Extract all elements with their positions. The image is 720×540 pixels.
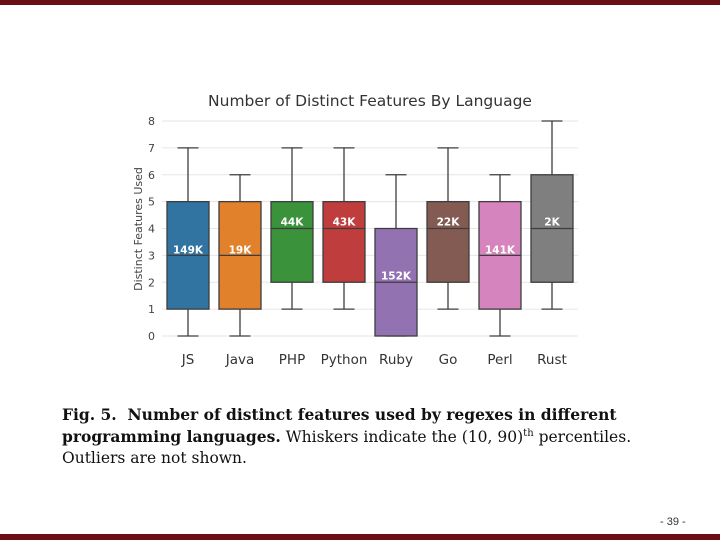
x-tick-label: Java	[225, 352, 255, 368]
count-label: 149K	[173, 244, 204, 256]
y-tick-label: 1	[148, 303, 155, 316]
count-label: 152K	[381, 270, 412, 282]
box-body	[426, 200, 470, 283]
box-php: 44K	[270, 147, 314, 310]
box-body	[270, 200, 314, 283]
caption-bold-text: Number of distinct features used by rege…	[62, 405, 617, 446]
x-tick-label: JS	[181, 352, 195, 368]
y-tick-label: 0	[148, 330, 155, 343]
y-tick-label: 6	[148, 169, 155, 182]
count-label: 43K	[333, 217, 357, 229]
count-label: 44K	[281, 217, 305, 229]
box-body	[322, 200, 366, 283]
y-tick-label: 7	[148, 142, 155, 155]
box-plot-chart: Number of Distinct Features By Language …	[132, 92, 578, 368]
count-label: 22K	[437, 217, 461, 229]
x-tick-label: Perl	[487, 352, 512, 368]
y-tick-label: 2	[148, 276, 155, 289]
bottom-accent-bar	[0, 534, 720, 540]
x-tick-label: Ruby	[379, 352, 413, 368]
box-perl: 141K	[478, 174, 522, 337]
top-accent-bar	[0, 0, 720, 5]
box-java: 19K	[218, 174, 262, 337]
x-tick-label: PHP	[279, 352, 305, 368]
box-js: 149K	[166, 147, 210, 337]
figure-caption: Fig. 5. Number of distinct features used…	[62, 404, 672, 469]
caption-text-before: Whiskers indicate the (10, 90)	[285, 428, 524, 446]
page-number: - 39 -	[660, 516, 686, 528]
x-tick-label: Rust	[537, 352, 567, 368]
box-ruby: 152K	[374, 174, 418, 337]
box-go: 22K	[426, 147, 470, 310]
count-label: 2K	[544, 217, 560, 229]
box-python: 43K	[322, 147, 366, 310]
x-tick-label: Python	[321, 352, 368, 368]
box-rust: 2K	[530, 120, 574, 310]
count-label: 141K	[485, 244, 516, 256]
count-label: 19K	[229, 244, 253, 256]
x-tick-label: Go	[439, 352, 458, 368]
y-tick-label: 8	[148, 115, 155, 128]
chart-title: Number of Distinct Features By Language	[208, 92, 532, 110]
y-tick-label: 5	[148, 196, 155, 209]
y-tick-label: 4	[148, 223, 155, 236]
caption-text-after: percentiles. Outliers are not shown.	[62, 428, 632, 467]
caption-superscript: th	[523, 427, 534, 439]
y-axis-label: Distinct Features Used	[132, 167, 145, 291]
y-tick-label: 3	[148, 249, 155, 262]
figure-label: Fig. 5.	[62, 405, 117, 424]
